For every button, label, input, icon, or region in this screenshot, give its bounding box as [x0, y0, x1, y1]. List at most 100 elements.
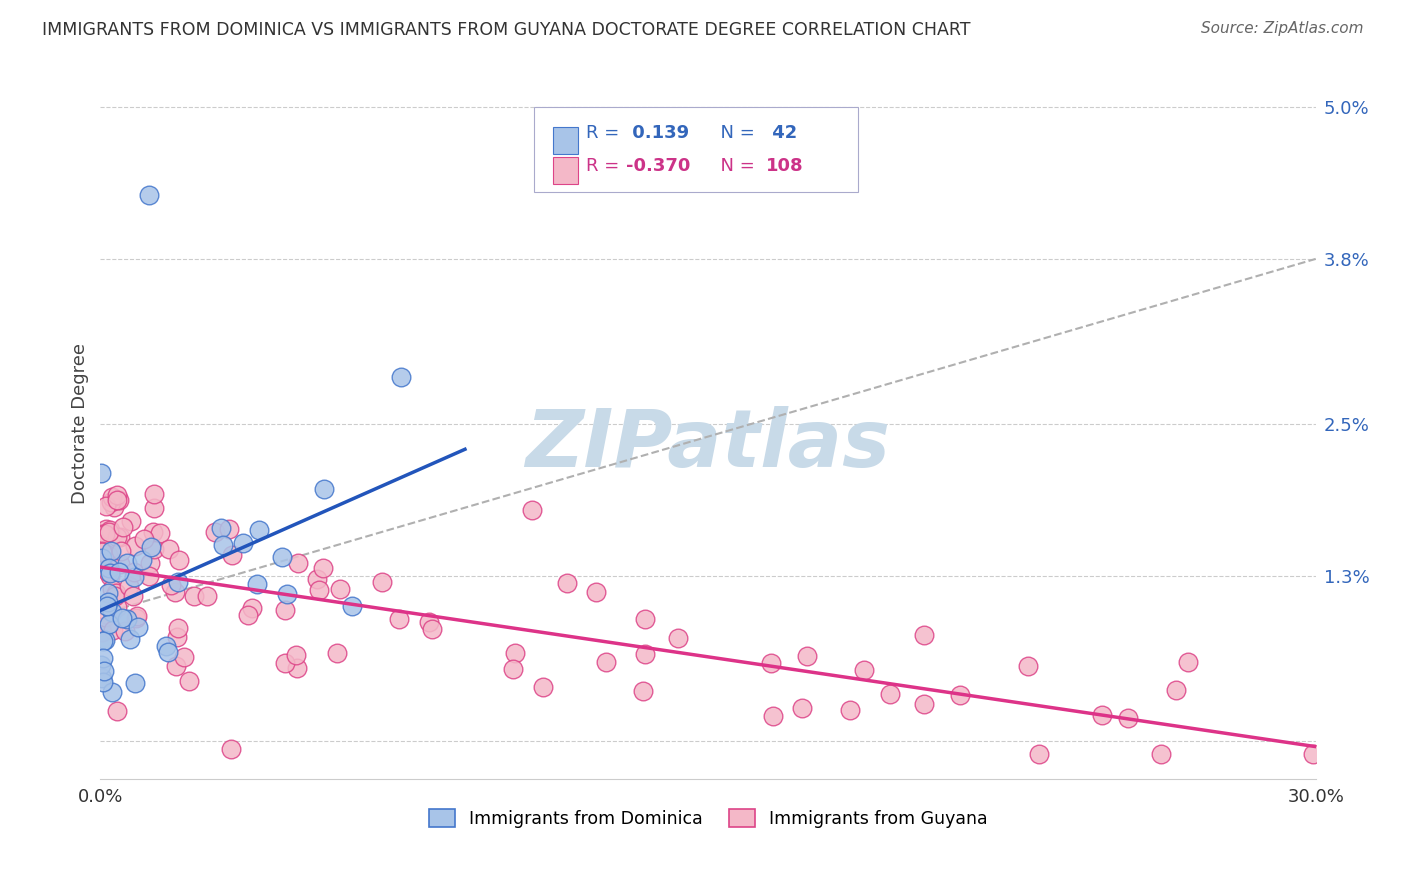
Point: [156, 645, 179, 659]
Point: [97, 524, 120, 539]
Point: [287, 556, 309, 570]
Point: [312, 561, 335, 575]
Point: [879, 687, 901, 701]
Point: [103, 623, 125, 637]
Point: [105, 530, 128, 544]
Point: [105, 493, 128, 508]
Point: [105, 704, 128, 718]
Point: [100, 495, 122, 509]
Point: [183, 589, 205, 603]
Point: [949, 688, 972, 702]
Point: [125, 609, 148, 624]
Point: [90, 466, 112, 480]
Point: [1164, 683, 1187, 698]
Point: [91, 634, 114, 648]
Point: [232, 535, 254, 549]
Point: [120, 632, 142, 647]
Point: [93, 609, 115, 624]
Point: [89, 558, 111, 572]
Point: [101, 685, 124, 699]
Point: [90, 658, 112, 673]
Point: [211, 538, 233, 552]
Point: [204, 524, 226, 539]
Text: IMMIGRANTS FROM DOMINICA VS IMMIGRANTS FROM GUYANA DOCTORATE DEGREE CORRELATION : IMMIGRANTS FROM DOMINICA VS IMMIGRANTS F…: [42, 21, 970, 38]
Point: [371, 575, 394, 590]
Point: [100, 566, 122, 580]
Point: [91, 651, 114, 665]
Point: [138, 568, 160, 582]
Point: [585, 585, 607, 599]
Point: [169, 553, 191, 567]
Point: [98, 617, 121, 632]
Point: [91, 675, 114, 690]
Point: [1091, 708, 1114, 723]
Point: [132, 532, 155, 546]
Point: [166, 622, 188, 636]
Point: [90, 526, 112, 541]
Point: [97, 586, 120, 600]
Point: [634, 647, 657, 661]
Point: [141, 524, 163, 539]
Point: [307, 572, 329, 586]
Point: [100, 490, 122, 504]
Point: [94, 633, 117, 648]
Point: [90, 620, 112, 634]
Point: [325, 646, 347, 660]
Point: [274, 656, 297, 670]
Point: [246, 576, 269, 591]
Point: [595, 655, 617, 669]
Point: [101, 582, 124, 596]
Point: [236, 608, 259, 623]
Point: [97, 560, 120, 574]
Point: [138, 188, 160, 202]
Point: [273, 603, 295, 617]
Point: [115, 557, 138, 571]
Point: [91, 544, 114, 558]
Point: [165, 585, 187, 599]
Point: [142, 501, 165, 516]
Point: [912, 628, 935, 642]
Point: [93, 664, 115, 678]
Point: [124, 539, 146, 553]
Point: [98, 569, 121, 583]
Text: N =: N =: [709, 157, 761, 175]
Y-axis label: Doctorate Degree: Doctorate Degree: [72, 343, 89, 504]
Point: [165, 658, 187, 673]
Point: [329, 582, 352, 597]
Point: [240, 601, 263, 615]
Point: [389, 370, 412, 384]
Point: [796, 649, 818, 664]
Point: [555, 575, 578, 590]
Text: 42: 42: [766, 124, 797, 142]
Text: ZIPatlas: ZIPatlas: [526, 406, 890, 484]
Point: [97, 566, 120, 580]
Point: [131, 552, 153, 566]
Point: [114, 624, 136, 639]
Point: [110, 531, 132, 545]
Text: R =: R =: [586, 124, 626, 142]
Point: [271, 550, 294, 565]
Point: [118, 579, 141, 593]
Point: [634, 612, 657, 626]
Point: [108, 565, 131, 579]
Text: Source: ZipAtlas.com: Source: ZipAtlas.com: [1201, 21, 1364, 36]
Point: [115, 612, 138, 626]
Point: [218, 522, 240, 536]
Point: [97, 548, 120, 562]
Point: [122, 566, 145, 580]
Point: [1302, 747, 1324, 761]
Point: [340, 599, 363, 613]
Point: [104, 590, 127, 604]
Point: [108, 492, 131, 507]
Text: N =: N =: [709, 124, 761, 142]
Point: [308, 583, 330, 598]
Point: [98, 523, 121, 537]
Point: [388, 612, 411, 626]
Point: [91, 671, 114, 685]
Point: [91, 551, 114, 566]
Text: -0.370: -0.370: [626, 157, 690, 175]
Point: [100, 544, 122, 558]
Point: [155, 639, 177, 653]
Point: [105, 600, 128, 615]
Point: [122, 570, 145, 584]
